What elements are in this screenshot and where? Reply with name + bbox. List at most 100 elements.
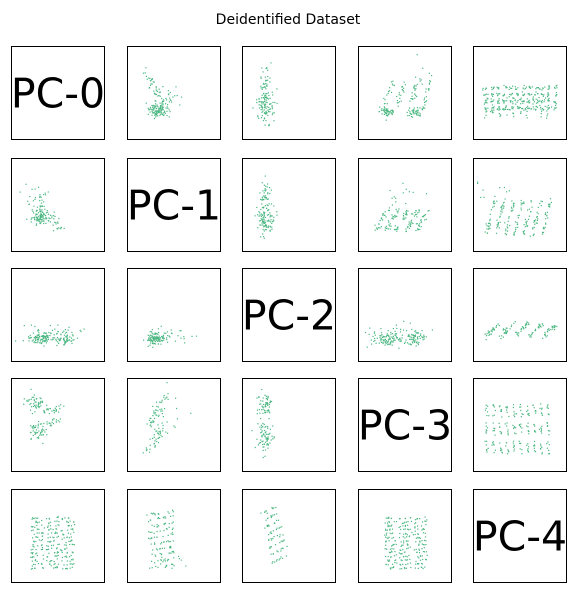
data-point: [266, 96, 268, 99]
data-point: [36, 217, 38, 219]
data-point: [423, 544, 425, 546]
data-point: [394, 339, 396, 341]
data-point: [273, 536, 275, 538]
data-point: [530, 211, 532, 213]
data-point: [37, 212, 40, 214]
data-point: [42, 335, 45, 337]
data-point: [172, 550, 175, 552]
data-point: [384, 111, 386, 114]
data-point: [57, 543, 59, 546]
data-point: [32, 200, 34, 202]
data-point: [532, 103, 534, 105]
data-point: [167, 335, 169, 337]
data-point: [151, 78, 153, 80]
data-point: [47, 526, 49, 528]
data-point: [154, 513, 156, 515]
data-point: [260, 403, 262, 405]
data-point: [500, 206, 502, 209]
data-point: [38, 402, 40, 404]
data-point: [49, 324, 51, 327]
data-point: [382, 109, 384, 111]
data-point: [389, 337, 391, 339]
data-point: [384, 342, 387, 344]
data-point: [274, 101, 276, 104]
data-point: [375, 342, 377, 344]
data-point: [486, 97, 488, 99]
data-point: [528, 208, 530, 210]
data-point: [493, 406, 495, 408]
data-point: [163, 530, 165, 532]
data-point: [548, 205, 550, 208]
data-point: [374, 339, 376, 342]
data-point: [42, 425, 44, 428]
data-point: [158, 427, 160, 429]
data-point: [52, 337, 54, 339]
data-point: [46, 545, 48, 547]
data-point: [531, 332, 533, 334]
data-point: [151, 114, 153, 116]
data-point: [56, 558, 58, 560]
panel-1-2: [242, 158, 336, 252]
data-point: [40, 213, 43, 215]
data-point: [263, 237, 265, 239]
data-point: [418, 341, 420, 343]
data-point: [268, 108, 270, 110]
data-point: [541, 99, 543, 102]
data-point: [417, 332, 420, 334]
data-point: [515, 88, 518, 90]
data-point: [418, 335, 420, 338]
data-point: [387, 560, 389, 562]
data-point: [379, 219, 381, 222]
data-point: [40, 335, 42, 337]
data-point: [391, 341, 393, 343]
data-point: [532, 228, 534, 230]
data-point: [153, 343, 155, 345]
data-point: [484, 333, 486, 335]
data-point: [71, 543, 73, 545]
data-point: [154, 440, 156, 442]
data-point: [268, 203, 270, 205]
data-point: [32, 405, 34, 408]
data-point: [540, 326, 542, 328]
data-point: [525, 109, 527, 111]
data-point: [158, 414, 160, 416]
data-point: [59, 408, 61, 410]
data-point: [419, 115, 421, 117]
data-point: [257, 423, 259, 425]
data-point: [483, 94, 485, 96]
data-point: [403, 540, 405, 542]
data-point: [554, 329, 556, 331]
data-point: [520, 426, 522, 428]
chart-title: Deidentified Dataset: [216, 12, 361, 28]
data-point: [149, 421, 152, 423]
panel-2-0: [11, 268, 105, 362]
data-point: [264, 100, 266, 102]
data-point: [265, 229, 267, 231]
data-point: [151, 340, 153, 342]
data-point: [162, 114, 165, 116]
data-point: [280, 556, 282, 558]
data-point: [424, 214, 426, 216]
data-point: [154, 110, 156, 112]
data-point: [409, 558, 411, 560]
data-point: [35, 341, 37, 344]
data-point: [56, 528, 58, 530]
data-point: [483, 103, 485, 105]
data-point: [50, 339, 52, 341]
data-point: [45, 214, 47, 217]
data-point: [272, 94, 274, 96]
data-point: [392, 566, 395, 569]
data-point: [407, 335, 409, 337]
data-point: [47, 409, 49, 411]
data-point: [152, 420, 154, 422]
data-point: [161, 399, 163, 401]
data-point: [34, 426, 36, 428]
data-point: [381, 217, 383, 219]
data-point: [540, 101, 543, 103]
data-point: [29, 409, 32, 411]
data-point: [53, 409, 55, 411]
data-point: [422, 558, 424, 561]
data-point: [369, 327, 371, 329]
data-point: [43, 429, 45, 431]
data-point: [521, 91, 523, 93]
